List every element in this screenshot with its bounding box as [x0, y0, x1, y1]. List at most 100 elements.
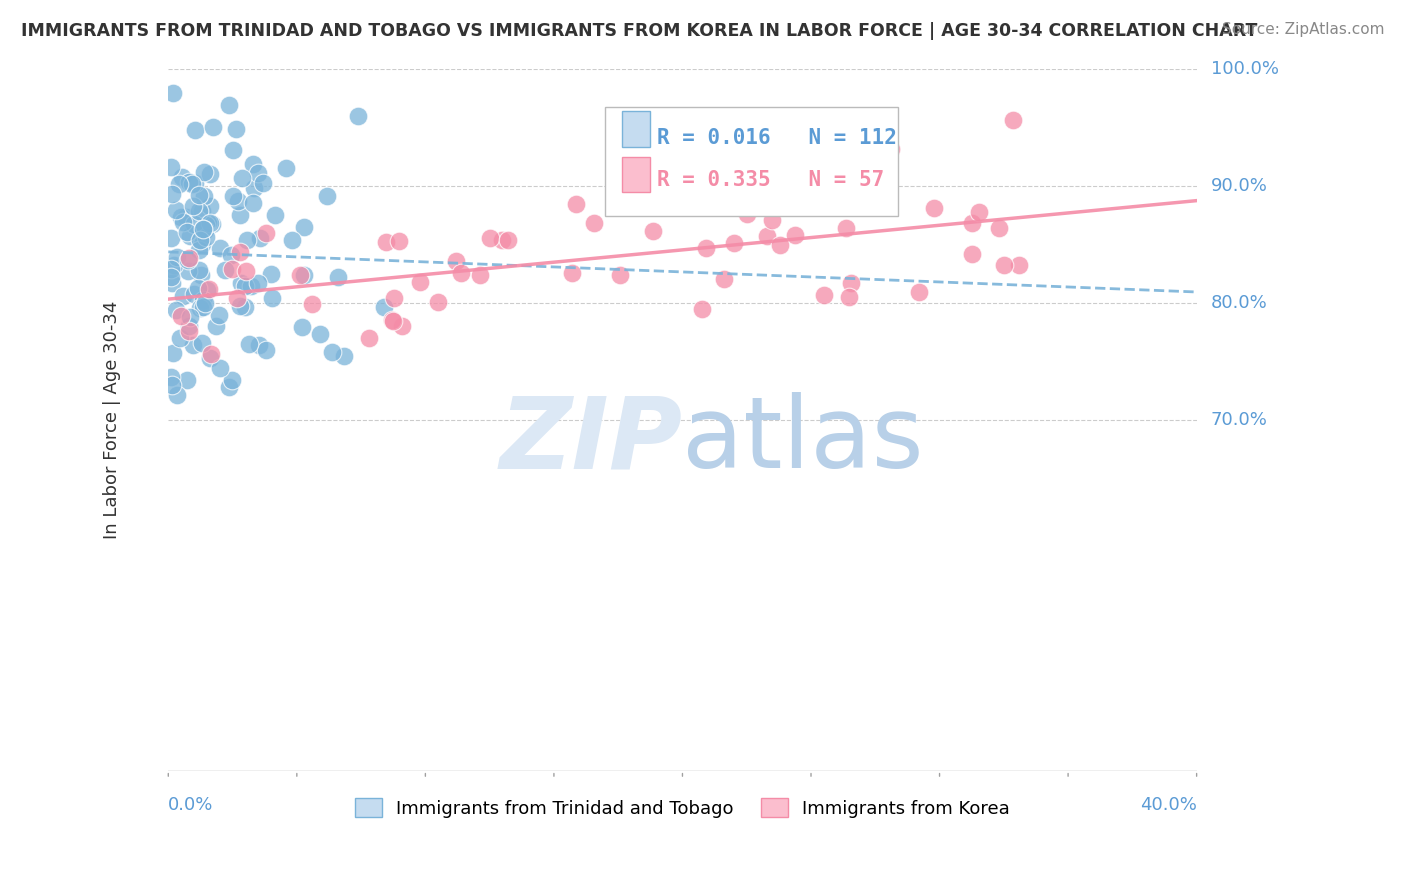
Point	[993, 258, 1015, 272]
Point	[235, 264, 257, 278]
Point	[160, 269, 183, 284]
Point	[242, 195, 264, 210]
Point	[813, 287, 835, 301]
Point	[200, 198, 222, 212]
Point	[183, 287, 205, 301]
Point	[197, 283, 219, 297]
Point	[172, 215, 194, 229]
Point	[202, 120, 225, 135]
Point	[381, 314, 404, 328]
Point	[262, 291, 284, 305]
Point	[308, 327, 330, 342]
Point	[166, 388, 188, 402]
Point	[391, 319, 413, 334]
Point	[870, 135, 893, 149]
Point	[176, 372, 198, 386]
Point	[176, 264, 198, 278]
Point	[409, 276, 432, 290]
Point	[194, 230, 217, 244]
Point	[231, 171, 253, 186]
Text: 80.0%: 80.0%	[1211, 293, 1267, 311]
Point	[170, 169, 193, 184]
Point	[197, 282, 219, 296]
Point	[177, 251, 200, 265]
Point	[690, 301, 713, 316]
Point	[233, 300, 256, 314]
Point	[1008, 258, 1031, 272]
Text: 40.0%: 40.0%	[1140, 796, 1197, 814]
Point	[229, 299, 252, 313]
Point	[160, 262, 183, 277]
Point	[191, 293, 214, 308]
Point	[382, 292, 405, 306]
Point	[193, 188, 215, 202]
Point	[191, 336, 214, 351]
Point	[179, 324, 201, 338]
Point	[276, 161, 298, 176]
Point	[1001, 113, 1024, 128]
Text: atlas: atlas	[682, 392, 924, 489]
Point	[838, 289, 860, 303]
Point	[218, 98, 240, 112]
Point	[292, 219, 315, 234]
Point	[281, 233, 304, 247]
Point	[163, 258, 186, 272]
Point	[247, 276, 270, 290]
Point	[165, 303, 187, 318]
Text: R = 0.016   N = 112: R = 0.016 N = 112	[657, 128, 897, 148]
Point	[240, 278, 263, 293]
Point	[315, 189, 337, 203]
Point	[193, 165, 215, 179]
Point	[229, 208, 252, 222]
Point	[187, 243, 209, 257]
Point	[208, 308, 231, 322]
Point	[222, 189, 245, 203]
Point	[967, 205, 990, 219]
Point	[792, 178, 814, 193]
Point	[201, 217, 224, 231]
Point	[238, 336, 260, 351]
Point	[260, 267, 283, 281]
Point	[496, 233, 519, 247]
Point	[249, 338, 271, 352]
FancyBboxPatch shape	[621, 157, 650, 192]
Point	[167, 177, 190, 191]
Point	[254, 343, 277, 357]
Point	[288, 268, 311, 283]
Point	[188, 301, 211, 316]
Point	[198, 216, 221, 230]
Point	[388, 234, 411, 248]
Point	[188, 188, 211, 202]
Point	[214, 262, 236, 277]
Point	[198, 351, 221, 365]
Point	[221, 373, 243, 387]
Point	[194, 296, 217, 310]
Point	[187, 204, 209, 219]
Point	[179, 310, 201, 324]
Point	[193, 301, 215, 315]
Point	[205, 318, 228, 333]
Point	[183, 218, 205, 232]
Point	[761, 212, 783, 227]
Point	[233, 278, 256, 293]
Point	[162, 345, 184, 359]
Point	[162, 86, 184, 100]
Text: R = 0.335   N = 57: R = 0.335 N = 57	[657, 170, 884, 190]
Point	[723, 236, 745, 251]
Text: 0.0%: 0.0%	[169, 796, 214, 814]
Point	[184, 123, 207, 137]
Text: 100.0%: 100.0%	[1211, 60, 1278, 78]
FancyBboxPatch shape	[621, 112, 650, 146]
Point	[193, 222, 215, 236]
Point	[191, 237, 214, 252]
Point	[333, 349, 356, 363]
Point	[162, 378, 184, 392]
Point	[374, 235, 396, 249]
Text: In Labor Force | Age 30-34: In Labor Force | Age 30-34	[103, 301, 121, 539]
Point	[880, 143, 903, 157]
Point	[174, 210, 197, 224]
Point	[179, 175, 201, 189]
Point	[160, 370, 183, 384]
Point	[200, 167, 222, 181]
Point	[450, 266, 472, 280]
